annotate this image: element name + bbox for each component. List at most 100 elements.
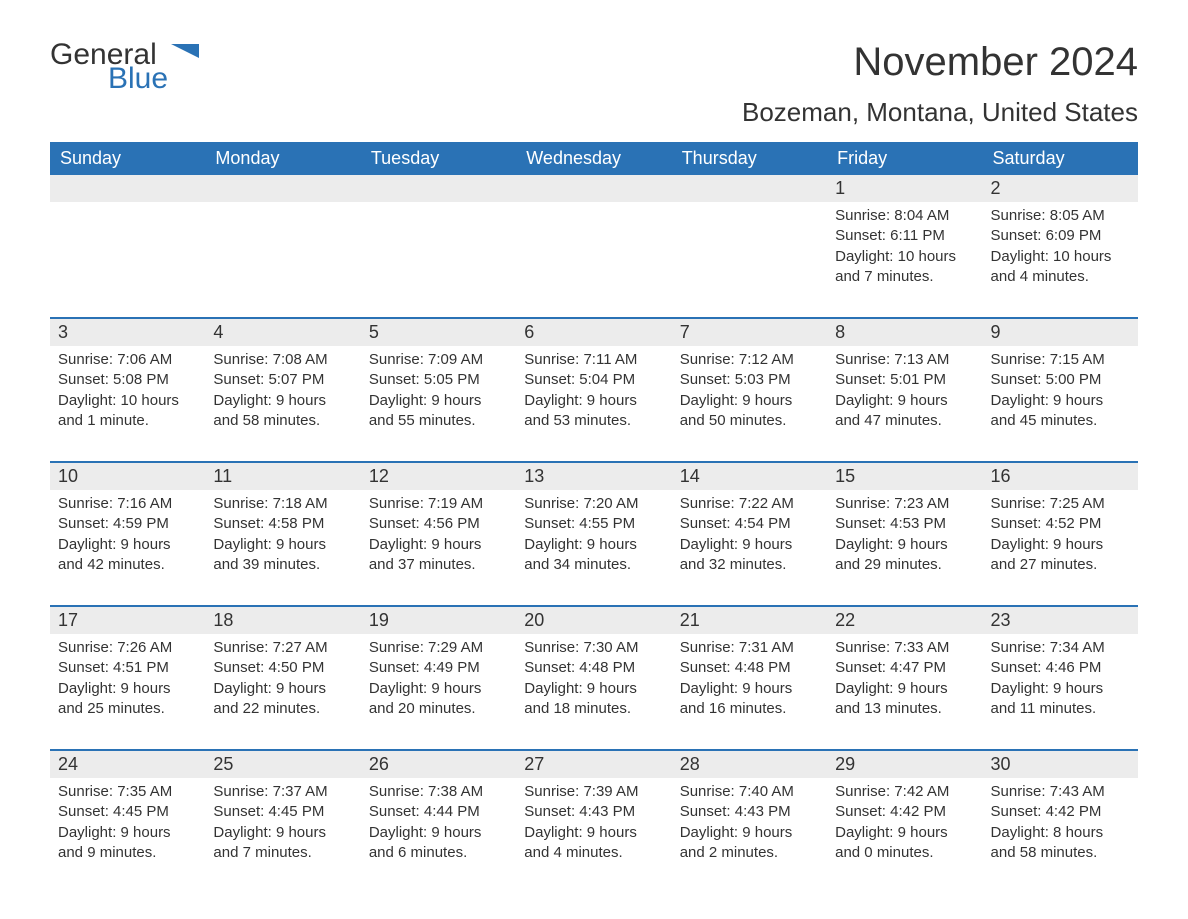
day-number: 13 [516,463,671,490]
day-sunrise: Sunrise: 7:11 AM [524,350,663,370]
week-row: 17Sunrise: 7:26 AMSunset: 4:51 PMDayligh… [50,605,1138,735]
day-sunrise: Sunrise: 7:06 AM [58,350,197,370]
day-sunset: Sunset: 4:43 PM [680,802,819,822]
day-body: Sunrise: 7:20 AMSunset: 4:55 PMDaylight:… [516,490,671,583]
day-body: Sunrise: 7:11 AMSunset: 5:04 PMDaylight:… [516,346,671,439]
day-cell: 19Sunrise: 7:29 AMSunset: 4:49 PMDayligh… [361,607,516,735]
day-sunset: Sunset: 4:50 PM [213,658,352,678]
day-sunrise: Sunrise: 7:22 AM [680,494,819,514]
day-cell: 11 Sunrise: 7:18 AMSunset: 4:58 PMDayligh… [205,463,360,591]
day-body: Sunrise: 7:16 AMSunset: 4:59 PMDaylight:… [50,490,205,583]
day-body: Sunrise: 7:31 AMSunset: 4:48 PMDaylight:… [672,634,827,727]
day-cell: 12Sunrise: 7:19 AMSunset: 4:56 PMDayligh… [361,463,516,591]
day-body: Sunrise: 7:34 AMSunset: 4:46 PMDaylight:… [983,634,1138,727]
day-number [516,175,671,202]
day-daylight2: and 22 minutes. [213,699,352,719]
day-daylight2: and 29 minutes. [835,555,974,575]
day-cell: 27Sunrise: 7:39 AMSunset: 4:43 PMDayligh… [516,751,671,879]
day-cell: 20Sunrise: 7:30 AMSunset: 4:48 PMDayligh… [516,607,671,735]
day-number: 7 [672,319,827,346]
day-daylight1: Daylight: 9 hours [680,823,819,843]
day-body: Sunrise: 7:06 AMSunset: 5:08 PMDaylight:… [50,346,205,439]
day-sunset: Sunset: 4:47 PM [835,658,974,678]
day-number: 25 [205,751,360,778]
day-number: 22 [827,607,982,634]
day-sunrise: Sunrise: 7:18 AM [213,494,352,514]
day-daylight2: and 53 minutes. [524,411,663,431]
day-cell: 13Sunrise: 7:20 AMSunset: 4:55 PMDayligh… [516,463,671,591]
day-daylight2: and 50 minutes. [680,411,819,431]
day-number: 11 [205,463,360,490]
day-sunrise: Sunrise: 7:25 AM [991,494,1130,514]
day-daylight1: Daylight: 9 hours [524,823,663,843]
day-number: 16 [983,463,1138,490]
day-daylight1: Daylight: 9 hours [835,391,974,411]
day-sunset: Sunset: 5:04 PM [524,370,663,390]
day-cell: 15Sunrise: 7:23 AMSunset: 4:53 PMDayligh… [827,463,982,591]
day-sunset: Sunset: 4:42 PM [991,802,1130,822]
logo-text: General Blue [50,40,168,94]
day-cell [672,175,827,303]
day-cell: 24Sunrise: 7:35 AMSunset: 4:45 PMDayligh… [50,751,205,879]
day-number: 30 [983,751,1138,778]
day-daylight2: and 18 minutes. [524,699,663,719]
day-sunset: Sunset: 4:46 PM [991,658,1130,678]
day-sunrise: Sunrise: 7:27 AM [213,638,352,658]
day-sunset: Sunset: 4:55 PM [524,514,663,534]
day-sunrise: Sunrise: 7:42 AM [835,782,974,802]
day-cell: 6Sunrise: 7:11 AMSunset: 5:04 PMDaylight… [516,319,671,447]
day-sunrise: Sunrise: 7:12 AM [680,350,819,370]
day-daylight2: and 9 minutes. [58,843,197,863]
day-sunrise: Sunrise: 7:31 AM [680,638,819,658]
day-daylight2: and 6 minutes. [369,843,508,863]
day-daylight1: Daylight: 9 hours [58,535,197,555]
day-number: 5 [361,319,516,346]
day-sunset: Sunset: 4:45 PM [213,802,352,822]
day-daylight1: Daylight: 9 hours [680,679,819,699]
day-daylight2: and 7 minutes. [213,843,352,863]
day-number: 12 [361,463,516,490]
day-daylight2: and 20 minutes. [369,699,508,719]
day-daylight1: Daylight: 10 hours [991,247,1130,267]
day-body: Sunrise: 7:40 AMSunset: 4:43 PMDaylight:… [672,778,827,871]
day-number [205,175,360,202]
day-number: 9 [983,319,1138,346]
day-sunrise: Sunrise: 7:40 AM [680,782,819,802]
day-number: 8 [827,319,982,346]
day-body: Sunrise: 7:42 AMSunset: 4:42 PMDaylight:… [827,778,982,871]
day-cell: 25Sunrise: 7:37 AMSunset: 4:45 PMDayligh… [205,751,360,879]
day-sunset: Sunset: 5:03 PM [680,370,819,390]
day-sunset: Sunset: 6:09 PM [991,226,1130,246]
day-daylight2: and 58 minutes. [991,843,1130,863]
day-cell: 7 Sunrise: 7:12 AMSunset: 5:03 PMDaylight… [672,319,827,447]
weekday-cell: Monday [205,142,360,175]
day-daylight1: Daylight: 9 hours [369,679,508,699]
day-sunrise: Sunrise: 7:29 AM [369,638,508,658]
day-daylight1: Daylight: 9 hours [680,535,819,555]
day-daylight2: and 45 minutes. [991,411,1130,431]
day-daylight2: and 25 minutes. [58,699,197,719]
day-cell [361,175,516,303]
weekday-cell: Friday [827,142,982,175]
day-daylight1: Daylight: 9 hours [524,391,663,411]
day-number [672,175,827,202]
day-cell: 1Sunrise: 8:04 AMSunset: 6:11 PMDaylight… [827,175,982,303]
day-number: 24 [50,751,205,778]
day-daylight1: Daylight: 8 hours [991,823,1130,843]
day-daylight1: Daylight: 9 hours [213,535,352,555]
day-body: Sunrise: 7:13 AMSunset: 5:01 PMDaylight:… [827,346,982,439]
day-cell: 10Sunrise: 7:16 AMSunset: 4:59 PMDayligh… [50,463,205,591]
day-sunset: Sunset: 4:42 PM [835,802,974,822]
weekday-cell: Thursday [672,142,827,175]
calendar: SundayMondayTuesdayWednesdayThursdayFrid… [50,142,1138,879]
day-cell: 30Sunrise: 7:43 AMSunset: 4:42 PMDayligh… [983,751,1138,879]
day-sunrise: Sunrise: 8:05 AM [991,206,1130,226]
day-number: 29 [827,751,982,778]
day-sunrise: Sunrise: 7:26 AM [58,638,197,658]
day-sunset: Sunset: 4:58 PM [213,514,352,534]
day-body: Sunrise: 7:39 AMSunset: 4:43 PMDaylight:… [516,778,671,871]
day-body: Sunrise: 7:27 AMSunset: 4:50 PMDaylight:… [205,634,360,727]
day-daylight1: Daylight: 9 hours [680,391,819,411]
day-daylight2: and 37 minutes. [369,555,508,575]
day-daylight1: Daylight: 9 hours [213,823,352,843]
